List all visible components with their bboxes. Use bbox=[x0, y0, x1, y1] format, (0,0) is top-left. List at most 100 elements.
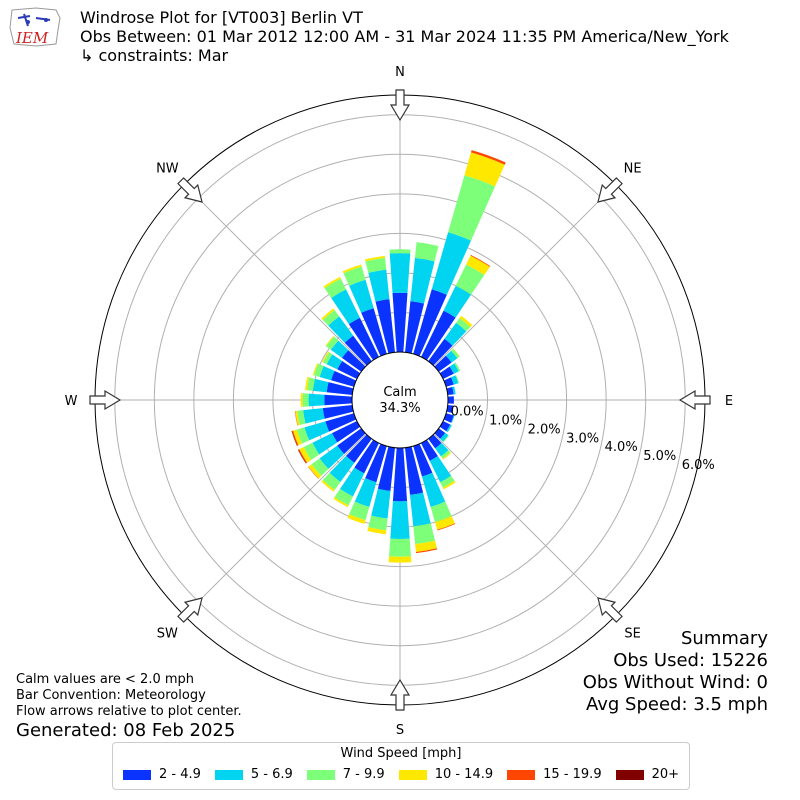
bar-dir160-bin3 bbox=[435, 516, 455, 530]
bar-dir30-bin2 bbox=[455, 264, 485, 295]
bar-dir330-bin3 bbox=[323, 276, 341, 289]
bar-dir330-bin1 bbox=[331, 289, 360, 325]
bar-dir320-bin2 bbox=[322, 309, 340, 326]
bar-dir110-bin0 bbox=[443, 413, 454, 423]
bar-dir320-bin0 bbox=[344, 335, 372, 366]
bar-dir190-bin0 bbox=[377, 446, 395, 491]
compass-label-sw: SW bbox=[157, 627, 178, 642]
bar-dir220-bin3 bbox=[321, 480, 335, 492]
bar-dir260-bin1 bbox=[303, 408, 325, 424]
bar-dir280-bin1 bbox=[312, 378, 329, 393]
bar-dir230-bin1 bbox=[319, 445, 345, 470]
bar-dir30-bin3 bbox=[466, 255, 490, 275]
bar-dir300-bin1 bbox=[326, 354, 343, 370]
radial-tick-label-1: 1.0% bbox=[489, 413, 522, 428]
bar-dir340-bin0 bbox=[361, 308, 387, 357]
bar-dir240-bin3 bbox=[299, 447, 312, 463]
bar-dir0-bin1 bbox=[389, 253, 411, 293]
bar-dir150-bin3 bbox=[442, 480, 456, 490]
compass-label-n: N bbox=[395, 65, 405, 80]
notes-block: Calm values are < 2.0 mph Bar Convention… bbox=[16, 672, 242, 720]
bar-dir350-bin2 bbox=[365, 257, 387, 273]
bar-dir130-bin1 bbox=[440, 432, 449, 442]
bar-dir20-bin0 bbox=[413, 289, 447, 357]
calm-circle bbox=[351, 351, 449, 449]
bar-dir190-bin2 bbox=[368, 515, 388, 531]
bar-dir290-bin2 bbox=[313, 363, 324, 377]
bar-dir0-bin2 bbox=[389, 249, 411, 254]
bar-dir150-bin1 bbox=[429, 456, 452, 483]
bar-dir100-bin0 bbox=[446, 405, 454, 414]
bar-dir10-bin2 bbox=[414, 242, 439, 262]
bar-dir220-bin0 bbox=[346, 434, 372, 463]
legend-label-0: 2 - 4.9 bbox=[158, 767, 201, 782]
bar-dir60-bin1 bbox=[449, 363, 459, 374]
legend-label-3: 10 - 14.9 bbox=[434, 767, 494, 782]
bars-layer bbox=[291, 150, 506, 563]
flow-arrow-0 bbox=[389, 89, 411, 122]
bar-dir180-bin3 bbox=[388, 556, 412, 563]
legend: Wind Speed [mph] 2 - 4.9 5 - 6.9 7 - 9.9 10… bbox=[112, 742, 690, 790]
bar-dir260-bin3 bbox=[295, 410, 300, 426]
bar-dir140-bin0 bbox=[428, 434, 442, 449]
bar-dir180-bin1 bbox=[390, 501, 410, 539]
bar-dir230-bin3 bbox=[308, 464, 322, 479]
legend-swatch-5 bbox=[615, 769, 644, 780]
bar-dir320-bin3 bbox=[321, 308, 335, 320]
chart-constraints: ↳ constraints: Mar bbox=[80, 46, 229, 65]
bar-dir40-bin1 bbox=[444, 322, 467, 346]
bar-dir290-bin0 bbox=[331, 370, 357, 387]
bar-dir210-bin2 bbox=[334, 488, 353, 506]
bar-dir270-bin2 bbox=[302, 393, 309, 407]
bar-dir120-bin2 bbox=[447, 425, 453, 433]
bar-dir140-bin3 bbox=[442, 452, 452, 460]
legend-label-1: 5 - 6.9 bbox=[250, 767, 293, 782]
bar-dir350-bin0 bbox=[375, 299, 395, 354]
legend-swatch-2 bbox=[306, 769, 335, 780]
generated-date: Generated: 08 Feb 2025 bbox=[16, 720, 236, 741]
bar-dir340-bin3 bbox=[342, 264, 362, 274]
bar-dir120-bin1 bbox=[446, 424, 452, 433]
bar-dir260-bin4 bbox=[294, 411, 298, 426]
legend-swatch-4 bbox=[507, 769, 536, 780]
note-convention: Bar Convention: Meteorology bbox=[16, 688, 206, 703]
bar-dir210-bin0 bbox=[354, 439, 379, 474]
bar-dir300-bin3 bbox=[322, 351, 330, 363]
bar-dir80-bin1 bbox=[452, 386, 456, 395]
legend-label-2: 7 - 9.9 bbox=[342, 767, 385, 782]
legend-items: 2 - 4.9 5 - 6.9 7 - 9.9 10 - 14.9 15 - 19.9 2… bbox=[113, 767, 689, 782]
compass-label-nw: NW bbox=[156, 161, 179, 176]
bar-dir280-bin0 bbox=[326, 382, 354, 395]
bar-dir300-bin0 bbox=[337, 360, 361, 379]
bar-dir20-bin3 bbox=[464, 152, 505, 187]
bar-dir70-bin1 bbox=[451, 375, 459, 385]
compass-label-w: W bbox=[65, 394, 78, 409]
grid-spoke-45 bbox=[433, 183, 617, 367]
legend-swatch-0 bbox=[122, 769, 151, 780]
flow-arrow-225 bbox=[177, 597, 203, 623]
flow-arrow-135 bbox=[597, 597, 623, 623]
bar-dir160-bin0 bbox=[413, 443, 433, 477]
bar-dir320-bin1 bbox=[328, 316, 354, 343]
summary-avg-speed: Avg Speed: 3.5 mph bbox=[586, 694, 768, 715]
bar-dir330-bin0 bbox=[348, 317, 379, 361]
compass-label-e: E bbox=[725, 394, 733, 409]
flow-arrow-45 bbox=[597, 177, 623, 203]
compass-label-s: S bbox=[396, 723, 404, 738]
bar-dir310-bin3 bbox=[325, 335, 335, 347]
bar-dir190-bin1 bbox=[371, 488, 391, 519]
bar-dir350-bin3 bbox=[364, 255, 386, 262]
bar-dir160-bin2 bbox=[430, 501, 452, 523]
bar-dir50-bin0 bbox=[434, 355, 452, 372]
calm-value: 34.3% bbox=[379, 401, 420, 416]
bar-dir180-bin2 bbox=[389, 538, 411, 557]
grid-spoke-225 bbox=[183, 433, 367, 617]
bar-dir260-bin2 bbox=[297, 410, 306, 426]
flow-arrow-90 bbox=[678, 389, 711, 411]
labels-layer: N NE E SE S SW W NW 0.0% 1.0% 2.0% 3.0% 4.0% 5.0% 6.0% bbox=[65, 65, 734, 738]
bar-dir170-bin3 bbox=[415, 540, 437, 552]
bar-dir200-bin0 bbox=[365, 443, 387, 483]
legend-title: Wind Speed [mph] bbox=[340, 746, 462, 761]
bar-dir290-bin1 bbox=[319, 366, 335, 381]
